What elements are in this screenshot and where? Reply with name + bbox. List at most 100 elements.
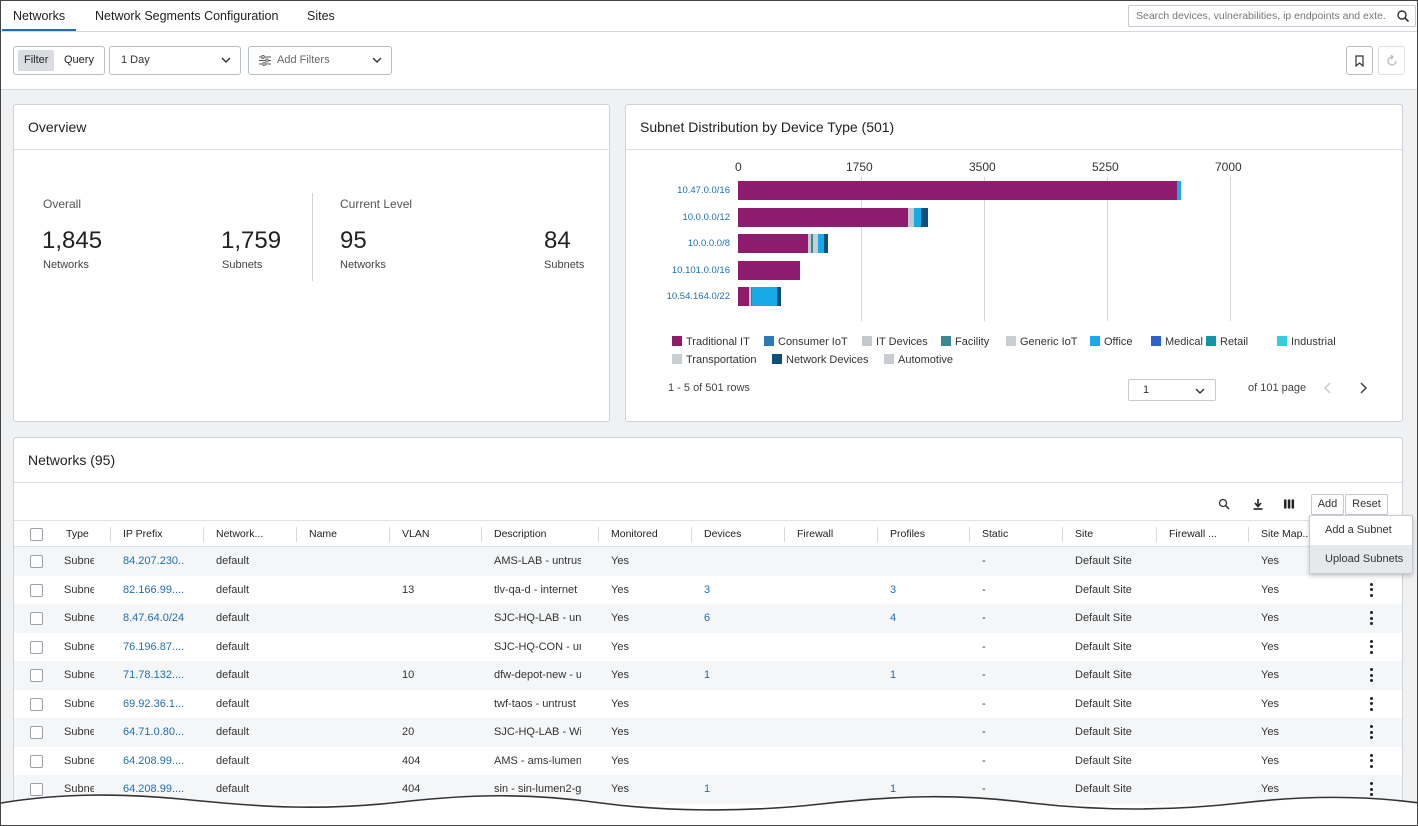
category-label[interactable]: 10.47.0.0/16 [677, 185, 730, 196]
bar-segment[interactable] [750, 287, 753, 306]
search-icon[interactable] [1396, 9, 1410, 23]
bar-segment[interactable] [914, 207, 921, 227]
legend-item[interactable]: Facility [941, 336, 989, 348]
bar-segment[interactable] [1177, 181, 1182, 200]
cell-ip[interactable]: 64.208.99.... [123, 783, 185, 795]
legend-item[interactable]: Generic IoT [1006, 336, 1077, 348]
cell-ip[interactable]: 64.208.99.... [123, 754, 185, 767]
category-label[interactable]: 10.0.0.0/8 [687, 238, 730, 249]
row-actions-icon[interactable] [1370, 753, 1374, 770]
column-separator[interactable] [389, 527, 390, 542]
legend-item[interactable]: Industrial [1277, 336, 1336, 348]
cell-devices[interactable]: 1 [704, 669, 711, 681]
bar-segment[interactable] [748, 287, 751, 306]
table-row[interactable]: Subne 8.47.64.0/24 default SJC-HQ-LAB - unt… [14, 604, 1402, 633]
row-checkbox[interactable] [30, 612, 43, 625]
bar-segment[interactable] [738, 207, 909, 227]
column-separator[interactable] [481, 527, 482, 542]
bar-segment[interactable] [818, 234, 824, 253]
row-actions-icon[interactable] [1370, 782, 1374, 798]
column-separator[interactable] [969, 527, 970, 542]
legend-item[interactable]: Office [1090, 336, 1133, 348]
table-row[interactable]: Subne 71.78.132.... default 10 dfw-depot-new… [14, 661, 1402, 690]
legend-item[interactable]: Traditional IT [672, 336, 750, 348]
bar-segment[interactable] [813, 234, 819, 253]
tab-network-segments-configuration[interactable]: Network Segments Configuration [95, 9, 279, 23]
row-checkbox[interactable] [30, 669, 43, 682]
cell-profiles[interactable]: 1 [890, 783, 897, 795]
row-actions-icon[interactable] [1370, 582, 1374, 599]
column-header[interactable]: Firewall ... [1169, 528, 1217, 540]
table-row[interactable]: Subne 76.196.87.... default SJC-HQ-CON - ur… [14, 633, 1402, 662]
bar-segment[interactable] [811, 234, 814, 253]
bookmark-button[interactable] [1346, 46, 1373, 75]
bar-segment[interactable] [738, 181, 1178, 200]
page-select[interactable]: 1 [1128, 379, 1216, 401]
column-separator[interactable] [1248, 527, 1249, 542]
column-header[interactable]: Devices [704, 528, 742, 540]
row-checkbox[interactable] [30, 783, 43, 796]
bar-segment[interactable] [920, 207, 929, 227]
bar-segment[interactable] [752, 287, 778, 306]
column-separator[interactable] [598, 527, 599, 542]
column-separator[interactable] [1062, 527, 1063, 542]
bar-segment[interactable] [738, 287, 749, 306]
row-actions-icon[interactable] [1370, 696, 1374, 713]
bar-segment[interactable] [808, 234, 812, 253]
reset-button[interactable]: Reset [1345, 494, 1388, 515]
filter-mode-button[interactable]: Filter [18, 50, 55, 71]
category-label[interactable]: 10.0.0.0/12 [682, 211, 730, 223]
bar-segment[interactable] [777, 287, 781, 306]
cell-profiles[interactable]: 4 [890, 612, 897, 624]
row-checkbox[interactable] [30, 754, 43, 768]
category-label[interactable]: 10.54.164.0/22 [666, 291, 730, 302]
tab-networks[interactable]: Networks [2, 1, 77, 31]
row-actions-icon[interactable] [1370, 668, 1374, 684]
column-separator[interactable] [1156, 527, 1157, 542]
column-header[interactable]: Description [494, 528, 547, 540]
legend-item[interactable]: Automotive [884, 354, 953, 366]
next-page-icon[interactable] [1358, 381, 1368, 395]
legend-item[interactable]: Transportation [672, 354, 757, 366]
add-button[interactable]: Add [1311, 494, 1344, 515]
column-header[interactable]: IP Prefix [123, 528, 163, 540]
row-actions-icon[interactable] [1370, 725, 1374, 741]
column-header[interactable]: Site [1075, 528, 1094, 540]
row-checkbox[interactable] [30, 555, 43, 568]
table-row[interactable]: Subne 64.71.0.80.... default 20 SJC-HQ-LAB -… [14, 718, 1402, 747]
column-header[interactable]: Static [982, 528, 1009, 540]
legend-item[interactable]: Medical [1151, 336, 1203, 348]
cell-profiles[interactable]: 1 [890, 669, 897, 681]
cell-ip[interactable]: 76.196.87.... [123, 640, 185, 653]
search-input[interactable] [1129, 6, 1387, 26]
cell-devices[interactable]: 6 [704, 612, 711, 624]
cell-ip[interactable]: 69.92.36.1... [123, 697, 185, 710]
row-checkbox[interactable] [30, 726, 43, 739]
cell-ip[interactable]: 84.207.230.... [123, 555, 185, 567]
cell-ip[interactable]: 71.78.132.... [123, 669, 185, 681]
add-filters-dropdown[interactable]: Add Filters [248, 46, 392, 75]
cell-profiles[interactable]: 3 [890, 583, 897, 596]
select-all-checkbox[interactable] [30, 528, 43, 541]
bar-segment[interactable] [738, 260, 800, 280]
column-header[interactable]: Site Map... [1261, 528, 1311, 540]
column-separator[interactable] [110, 527, 111, 542]
cell-ip[interactable]: 64.71.0.80.... [123, 726, 185, 738]
table-row[interactable]: Subne 64.208.99.... default 404 AMS - ams-lu… [14, 747, 1402, 776]
legend-item[interactable]: IT Devices [862, 336, 928, 348]
row-checkbox[interactable] [30, 583, 43, 597]
cell-devices[interactable]: 3 [704, 583, 711, 596]
refresh-button[interactable] [1378, 46, 1405, 75]
search-icon[interactable] [1218, 498, 1230, 510]
column-separator[interactable] [203, 527, 204, 542]
legend-item[interactable]: Network Devices [772, 354, 869, 366]
column-header[interactable]: Network... [216, 528, 264, 540]
previous-page-icon[interactable] [1323, 381, 1333, 395]
column-separator[interactable] [296, 527, 297, 542]
upload-subnets-menu-item[interactable]: Upload Subnets [1310, 545, 1412, 573]
add-a-subnet-menu-item[interactable]: Add a Subnet [1325, 524, 1392, 536]
bar-segment[interactable] [908, 207, 915, 227]
column-header[interactable]: Name [309, 528, 338, 540]
table-row[interactable]: Subne 69.92.36.1... default twf-taos - untr… [14, 690, 1402, 719]
cell-devices[interactable]: 1 [704, 783, 711, 795]
